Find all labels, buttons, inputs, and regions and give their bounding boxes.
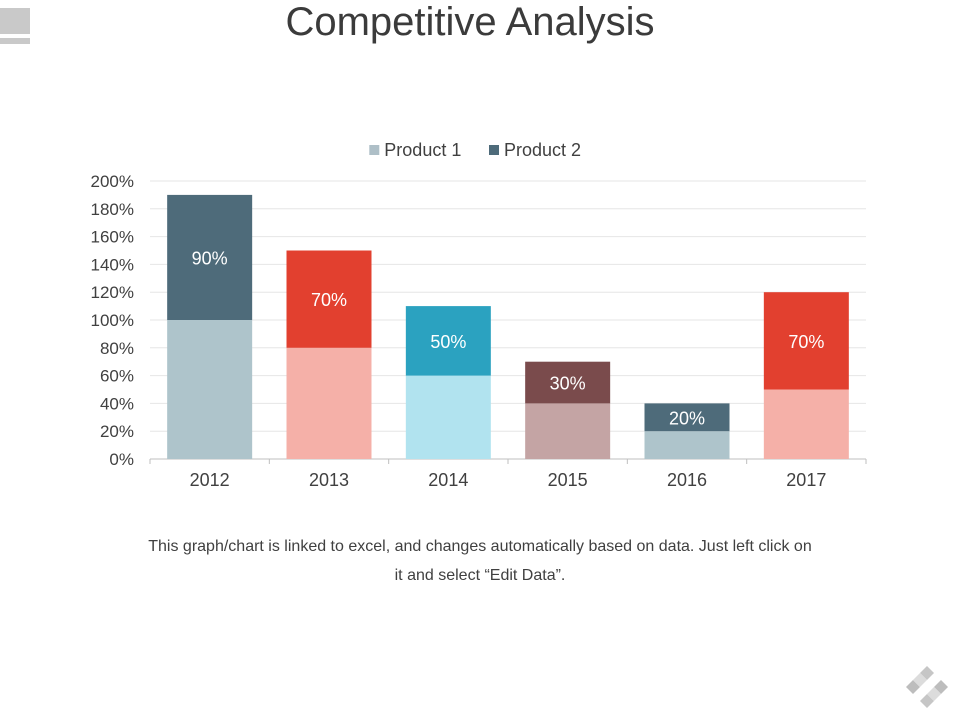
data-label: 70%: [311, 290, 347, 310]
data-label: 70%: [788, 332, 824, 352]
data-label: 50%: [430, 332, 466, 352]
bar-segment-product-1: [167, 320, 253, 459]
y-tick-label: 20%: [100, 422, 134, 441]
bar-segment-product-2: [763, 292, 849, 390]
x-tick-label: 2012: [190, 470, 230, 490]
data-label: 90%: [192, 248, 228, 268]
data-label: 30%: [550, 374, 586, 394]
y-tick-label: 60%: [100, 367, 134, 386]
y-tick-label: 80%: [100, 339, 134, 358]
y-tick-label: 120%: [91, 283, 134, 302]
corner-decoration: [0, 8, 30, 46]
page-title: Competitive Analysis: [285, 0, 655, 44]
brand-logo-icon: [906, 666, 948, 708]
legend-label: Product 1: [384, 140, 461, 160]
y-tick-label: 160%: [91, 228, 134, 247]
x-tick-label: 2016: [667, 470, 707, 490]
x-tick-label: 2013: [309, 470, 349, 490]
data-label: 20%: [669, 408, 705, 428]
y-tick-label: 0%: [109, 450, 134, 469]
caption-line-2: it and select “Edit Data”.: [394, 567, 566, 584]
legend-swatch: [489, 145, 499, 155]
legend-swatch: [369, 145, 380, 155]
bar-segment-product-1: [405, 375, 491, 459]
chart-caption: This graph/chart is linked to excel, and…: [130, 532, 830, 590]
bar-segment-product-1: [644, 431, 730, 459]
bar-segment-product-2: [405, 306, 491, 376]
x-tick-label: 2014: [428, 470, 468, 490]
legend-label: Product 2: [504, 140, 581, 160]
caption-line-1: This graph/chart is linked to excel, and…: [148, 538, 812, 555]
y-tick-label: 140%: [91, 255, 134, 274]
x-tick-label: 2017: [786, 470, 826, 490]
y-tick-label: 100%: [91, 311, 134, 330]
stacked-bar-chart: 0% 20% 40% 60% 80% 100% 120% 140% 160% 180% 200% 90…: [91, 140, 867, 490]
bar-segment-product-2: [644, 403, 730, 432]
x-tick-label: 2015: [548, 470, 588, 490]
y-tick-label: 200%: [91, 172, 134, 191]
bar-segment-product-1: [525, 403, 611, 459]
y-tick-label: 40%: [100, 394, 134, 413]
bar-segment-product-2: [525, 361, 611, 404]
bar-segment-product-1: [286, 347, 372, 459]
y-tick-label: 180%: [91, 200, 134, 219]
bar-segment-product-1: [763, 389, 849, 459]
bar-segment-product-2: [167, 194, 253, 320]
bar-segment-product-2: [286, 250, 372, 348]
